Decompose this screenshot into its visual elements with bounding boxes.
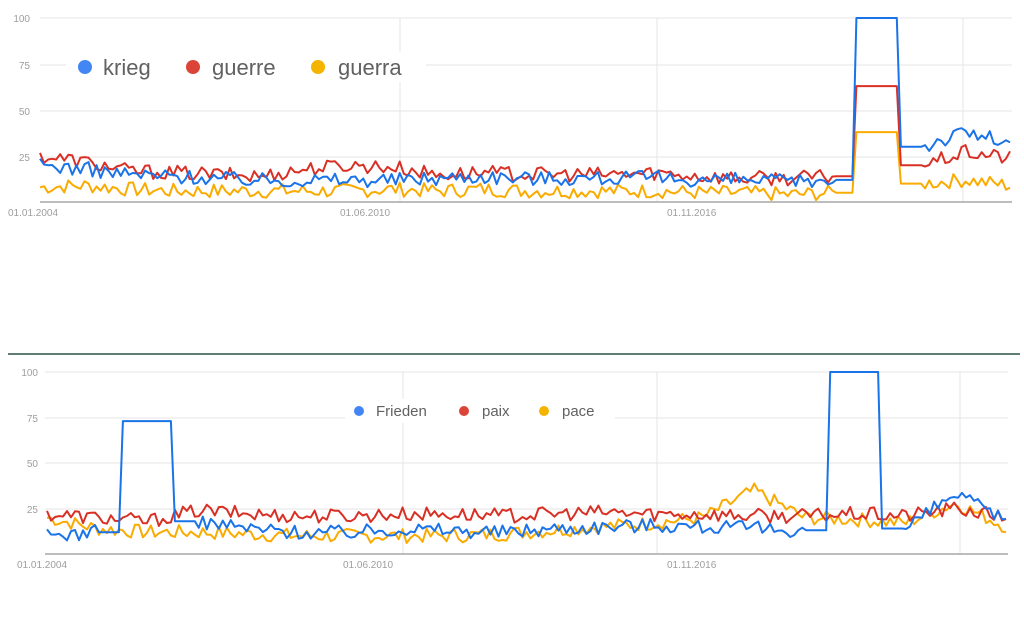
legend-dot-icon bbox=[354, 406, 364, 416]
legend-dot-icon bbox=[78, 60, 92, 74]
y-axis-ticks: 100 75 50 25 bbox=[21, 368, 38, 516]
legend-dot-icon bbox=[311, 60, 325, 74]
legend-label: paix bbox=[482, 403, 510, 420]
y-tick: 100 bbox=[13, 14, 30, 25]
x-tick: 01.01.2004 bbox=[17, 560, 67, 571]
y-tick: 75 bbox=[27, 414, 39, 425]
y-tick: 25 bbox=[27, 505, 39, 516]
series-line-pace bbox=[46, 482, 1007, 544]
gridlines bbox=[40, 17, 1012, 203]
legend-label: krieg bbox=[103, 55, 151, 80]
chart-war-terms: 100 75 50 25 01.01.2004 01.06.2010 01.11… bbox=[0, 0, 1024, 230]
legend-label: Frieden bbox=[376, 403, 427, 420]
x-axis-ticks: 01.01.2004 01.06.2010 01.11.2016 bbox=[8, 208, 717, 219]
legend-label: pace bbox=[562, 403, 595, 420]
series-line-krieg bbox=[39, 17, 1011, 189]
line-chart-peace: 100 75 50 25 01.01.2004 01.06.2010 01.11… bbox=[17, 368, 1008, 571]
y-tick: 50 bbox=[27, 459, 39, 470]
x-tick: 01.11.2016 bbox=[667, 208, 717, 219]
legend-dot-icon bbox=[539, 406, 549, 416]
legend-label: guerra bbox=[338, 55, 402, 80]
x-tick: 01.06.2010 bbox=[340, 208, 390, 219]
legend: Frieden paix pace bbox=[345, 399, 615, 423]
x-tick: 01.11.2016 bbox=[667, 560, 717, 571]
x-tick: 01.06.2010 bbox=[343, 560, 393, 571]
legend-dot-icon bbox=[459, 406, 469, 416]
chart-peace-terms: 100 75 50 25 01.01.2004 01.06.2010 01.11… bbox=[0, 355, 1024, 585]
series-lines bbox=[46, 371, 1007, 544]
y-tick: 50 bbox=[19, 107, 31, 118]
series-line-guerre bbox=[39, 85, 1011, 187]
series-line-guerra bbox=[39, 131, 1011, 202]
line-chart-war: 100 75 50 25 01.01.2004 01.06.2010 01.11… bbox=[8, 14, 1012, 219]
legend-dot-icon bbox=[186, 60, 200, 74]
chart-separator bbox=[8, 353, 1020, 355]
x-tick: 01.01.2004 bbox=[8, 208, 58, 219]
series-lines bbox=[39, 17, 1011, 202]
y-axis-ticks: 100 75 50 25 bbox=[13, 14, 30, 164]
y-tick: 75 bbox=[19, 61, 31, 72]
legend-label: guerre bbox=[212, 55, 276, 80]
series-line-paix bbox=[46, 501, 1007, 527]
x-axis-ticks: 01.01.2004 01.06.2010 01.11.2016 bbox=[17, 560, 717, 571]
y-tick: 25 bbox=[19, 153, 31, 164]
y-tick: 100 bbox=[21, 368, 38, 379]
series-line-frieden bbox=[46, 371, 1007, 542]
legend: krieg guerre guerra bbox=[66, 52, 426, 82]
